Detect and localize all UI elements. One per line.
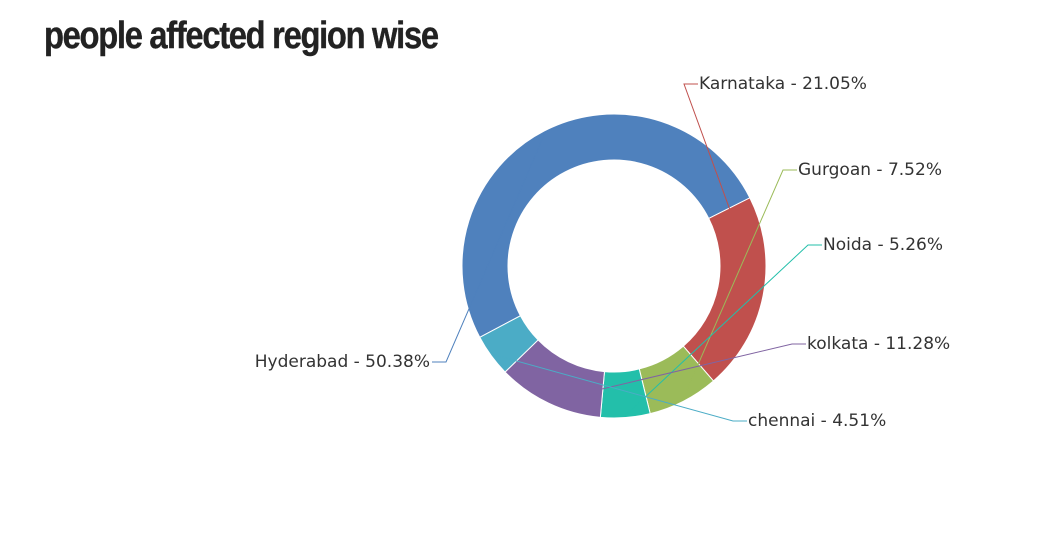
leader-line-noida [624, 244, 822, 416]
leader-line-gurgoan [682, 169, 797, 400]
leader-line-karnataka [683, 83, 762, 296]
chart-title: people affected region wise [44, 15, 439, 57]
donut-slice-hyderabad[interactable] [461, 113, 751, 339]
slice-label-kolkata: kolkata - 11.28% [807, 334, 950, 354]
slice-label-karnataka: Karnataka - 21.05% [699, 74, 867, 94]
slice-label-noida: Noida - 5.26% [823, 235, 943, 255]
slice-label-hyderabad: Hyderabad - 50.38% [255, 352, 430, 372]
donut-slice-chennai[interactable] [479, 315, 539, 373]
leader-line-chennai [492, 353, 747, 422]
leader-line-hyderabad [432, 132, 546, 363]
slice-label-chennai: chennai - 4.51% [748, 411, 886, 431]
slice-label-gurgoan: Gurgoan - 7.52% [798, 160, 942, 180]
leader-line-kolkata [549, 343, 806, 402]
